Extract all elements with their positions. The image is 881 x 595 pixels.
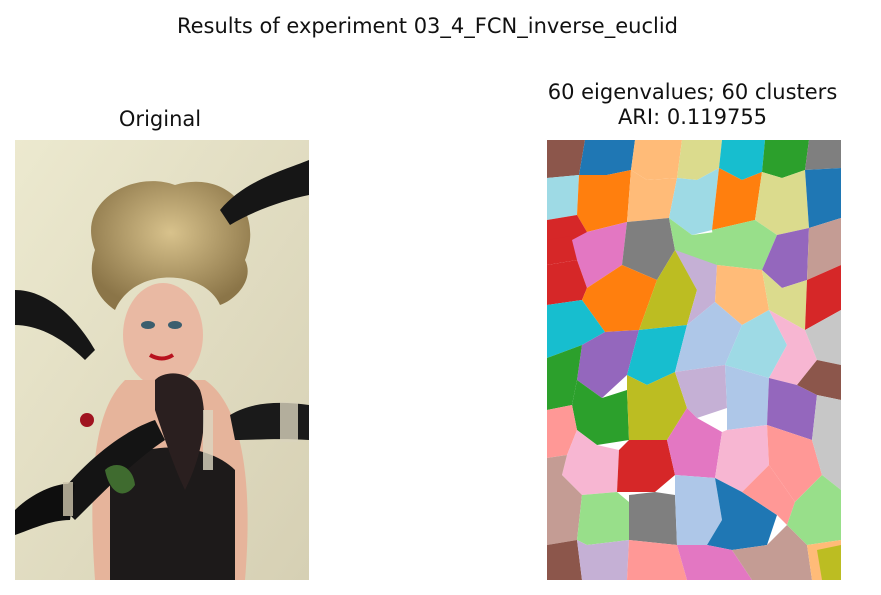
- segment: [742, 465, 795, 525]
- segment: [577, 330, 639, 398]
- segment: [622, 218, 675, 280]
- segment: [769, 310, 817, 385]
- segment: [767, 378, 817, 440]
- segment: [627, 372, 687, 440]
- segment: [675, 475, 722, 545]
- segment: [767, 425, 822, 502]
- segment: [579, 140, 635, 175]
- segment: [547, 540, 582, 580]
- segment: [712, 220, 777, 270]
- segment: [712, 168, 762, 230]
- segment: [787, 475, 841, 545]
- segment: [732, 525, 812, 580]
- segment: [572, 380, 629, 445]
- original-image: [15, 140, 309, 580]
- segment: [675, 302, 742, 372]
- right-panel-title-line2: ARI: 0.119755: [617, 105, 768, 129]
- segment: [577, 540, 629, 580]
- segment: [812, 395, 841, 490]
- portrait-illustration: [15, 140, 309, 580]
- segment: [805, 265, 841, 330]
- segment: [762, 270, 807, 330]
- segmentation-map: [547, 140, 841, 580]
- segment: [807, 218, 841, 280]
- segment: [762, 140, 809, 178]
- segment: [669, 168, 719, 235]
- segment: [627, 540, 687, 580]
- segment: [675, 250, 717, 325]
- segment: [577, 170, 631, 232]
- segment: [617, 440, 675, 492]
- segment: [797, 360, 841, 400]
- hair: [91, 181, 251, 310]
- segmentation-regions: [547, 140, 841, 580]
- glove-left: [15, 290, 95, 360]
- segment: [547, 140, 585, 178]
- segment: [755, 170, 809, 235]
- segment: [547, 405, 577, 458]
- segment: [675, 365, 727, 418]
- segment: [547, 175, 579, 220]
- segment: [547, 345, 582, 410]
- segment: [805, 310, 841, 365]
- segment: [817, 545, 841, 580]
- right-panel-title-line1: 60 eigenvalues; 60 clusters: [547, 80, 838, 104]
- dress: [110, 447, 235, 580]
- lace-glove: [155, 373, 205, 490]
- face: [123, 283, 203, 387]
- glove-top-right: [220, 160, 309, 225]
- segment: [572, 222, 627, 288]
- segment: [547, 260, 587, 305]
- segment: [562, 430, 619, 495]
- segment: [631, 140, 682, 180]
- segment: [547, 455, 582, 545]
- segment: [582, 265, 657, 332]
- segment: [667, 408, 722, 478]
- segment: [639, 250, 697, 330]
- segment: [627, 170, 677, 222]
- segment: [805, 140, 841, 170]
- segment: [707, 478, 777, 550]
- segment: [715, 425, 769, 492]
- segment: [762, 228, 809, 288]
- segment: [677, 545, 752, 580]
- rose: [80, 413, 94, 427]
- segment: [629, 492, 677, 545]
- segment: [725, 365, 769, 430]
- right-panel-title: 60 eigenvalues; 60 clusters ARI: 0.11975…: [505, 80, 880, 130]
- segment: [677, 140, 722, 180]
- segment: [715, 265, 769, 325]
- segment: [577, 492, 629, 545]
- left-panel-title: Original: [118, 107, 202, 131]
- segment: [547, 300, 605, 358]
- segment: [725, 310, 787, 378]
- segment: [719, 140, 765, 180]
- figure-suptitle: Results of experiment 03_4_FCN_inverse_e…: [176, 14, 678, 38]
- segment: [627, 325, 687, 385]
- segment: [805, 168, 841, 228]
